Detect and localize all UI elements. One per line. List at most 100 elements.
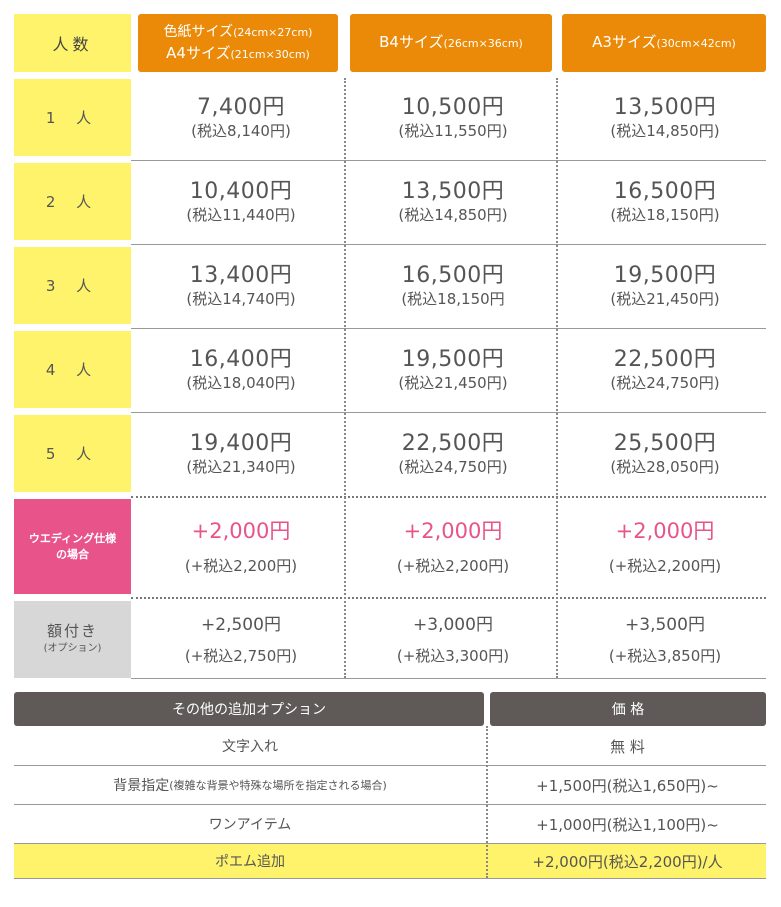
header-size1-line2: A4サイズ xyxy=(166,43,231,62)
price-cell: 16,500円 (税込18,150円 xyxy=(347,247,559,324)
option-name-text: ポエム追加 xyxy=(215,854,285,870)
row-label-4-text: 4 人 xyxy=(45,361,100,379)
price-value: 13,400円 xyxy=(189,262,293,288)
price-value: 16,500円 xyxy=(401,262,505,288)
frame-price-cell: +3,000円 (+税込3,300円) xyxy=(347,601,559,678)
price-value: 13,500円 xyxy=(401,178,505,204)
price-value: 22,500円 xyxy=(401,430,505,456)
option-price: +1,500円(税込1,650円)~ xyxy=(489,766,766,804)
row-label-4: 4 人 xyxy=(14,331,131,408)
price-value: 19,500円 xyxy=(401,346,505,372)
price-cell: 13,400円 (税込14,740円) xyxy=(135,247,347,324)
wedding-tax: (+税込2,200円) xyxy=(396,556,510,575)
row-label-frame: 額付き (オプション) xyxy=(14,601,131,678)
option-price-text: 無 料 xyxy=(610,737,645,756)
wedding-tax: (+税込2,200円) xyxy=(184,556,298,575)
frame-price: +3,000円 xyxy=(413,614,493,635)
row-label-2: 2 人 xyxy=(14,163,131,240)
price-cell: 7,400円 (税込8,140円) xyxy=(135,79,347,156)
options-column-divider xyxy=(486,726,488,878)
header-size-shikishi-a4: 色紙サイズ(24cm×27cm) A4サイズ(21cm×30cm) xyxy=(138,14,338,72)
header-people-label: 人数 xyxy=(52,35,93,54)
options-header-name: その他の追加オプション xyxy=(14,692,484,726)
price-value: 19,400円 xyxy=(189,430,293,456)
header-size2-dim: (26cm×36cm) xyxy=(443,37,523,50)
wedding-price: +2,000円 xyxy=(403,518,503,543)
table-bottom-border xyxy=(131,678,766,679)
row-divider xyxy=(131,412,766,413)
row-label-wedding: ウエディング仕様 の場合 xyxy=(14,499,131,594)
option-price-text: +1,500円(税込1,650円)~ xyxy=(536,776,719,795)
option-price: 無 料 xyxy=(489,727,766,765)
price-tax: (税込14,850円) xyxy=(610,121,720,140)
price-value: 22,500円 xyxy=(613,346,717,372)
column-divider xyxy=(344,78,346,678)
price-cell: 13,500円 (税込14,850円) xyxy=(347,163,559,240)
option-price-text: +1,000円(税込1,100円)~ xyxy=(536,815,719,834)
price-tax: (税込8,140円) xyxy=(191,121,291,140)
price-cell: 16,400円 (税込18,040円) xyxy=(135,331,347,408)
frame-tax: (+税込3,850円) xyxy=(608,646,722,665)
price-value: 10,500円 xyxy=(401,94,505,120)
row-label-frame-note: (オプション) xyxy=(43,642,102,654)
price-tax: (税込14,850円) xyxy=(398,205,508,224)
header-people: 人数 xyxy=(14,14,131,72)
wedding-price-cell: +2,000円 (+税込2,200円) xyxy=(347,499,559,594)
column-divider xyxy=(556,78,558,678)
header-size1-line2-dim: (21cm×30cm) xyxy=(230,47,310,61)
price-cell: 10,400円 (税込11,440円) xyxy=(135,163,347,240)
frame-tax: (+税込3,300円) xyxy=(396,646,510,665)
row-divider-dotted xyxy=(131,597,766,599)
row-label-wedding-line2: の場合 xyxy=(56,547,89,561)
row-divider xyxy=(131,328,766,329)
price-tax: (税込14,740円) xyxy=(186,289,296,308)
option-price: +2,000円(税込2,200円)/人 xyxy=(489,844,766,878)
option-row: 文字入れ 無 料 xyxy=(14,727,766,765)
row-label-wedding-line1: ウエディング仕様 xyxy=(28,531,117,545)
wedding-price: +2,000円 xyxy=(615,518,715,543)
price-cell: 22,500円 (税込24,750円) xyxy=(559,331,771,408)
options-bottom-border xyxy=(14,878,766,879)
price-value: 10,400円 xyxy=(189,178,293,204)
row-label-3-text: 3 人 xyxy=(45,277,100,295)
options-header-price-text: 価 格 xyxy=(611,702,645,718)
option-row-highlight: ポエム追加 +2,000円(税込2,200円)/人 xyxy=(14,844,766,878)
price-tax: (税込11,440円) xyxy=(186,205,296,224)
price-cell: 10,500円 (税込11,550円) xyxy=(347,79,559,156)
price-tax: (税込21,340円) xyxy=(186,457,296,476)
row-divider xyxy=(131,244,766,245)
price-value: 25,500円 xyxy=(613,430,717,456)
row-label-frame-text: 額付き xyxy=(46,621,98,640)
option-row: 背景指定 (複雑な背景や特殊な場所を指定される場合) +1,500円(税込1,65… xyxy=(14,766,766,804)
header-size1-line1-dim: (24cm×27cm) xyxy=(233,25,313,39)
row-label-3: 3 人 xyxy=(14,247,131,324)
option-divider xyxy=(14,804,766,805)
header-size-b4: B4サイズ(26cm×36cm) xyxy=(350,14,552,72)
header-size3-label: A3サイズ xyxy=(592,33,657,51)
wedding-tax: (+税込2,200円) xyxy=(608,556,722,575)
frame-price-cell: +2,500円 (+税込2,750円) xyxy=(135,601,347,678)
price-cell: 19,400円 (税込21,340円) xyxy=(135,415,347,492)
frame-price: +2,500円 xyxy=(201,614,281,635)
options-header-price: 価 格 xyxy=(490,692,766,726)
wedding-price-cell: +2,000円 (+税込2,200円) xyxy=(135,499,347,594)
price-tax: (税込21,450円) xyxy=(398,373,508,392)
price-tax: (税込18,040円) xyxy=(186,373,296,392)
row-divider xyxy=(131,160,766,161)
price-cell: 19,500円 (税込21,450円) xyxy=(559,247,771,324)
option-price: +1,000円(税込1,100円)~ xyxy=(489,805,766,843)
row-label-5: 5 人 xyxy=(14,415,131,492)
price-value: 13,500円 xyxy=(613,94,717,120)
option-divider xyxy=(14,843,766,844)
header-size1-line1: 色紙サイズ xyxy=(163,23,234,40)
row-label-1: 1 人 xyxy=(14,79,131,156)
wedding-price-cell: +2,000円 (+税込2,200円) xyxy=(559,499,771,594)
price-tax: (税込11,550円) xyxy=(398,121,508,140)
option-note: (複雑な背景や特殊な場所を指定される場合) xyxy=(169,779,387,792)
price-tax: (税込24,750円) xyxy=(398,457,508,476)
header-size-a3: A3サイズ(30cm×42cm) xyxy=(562,14,766,72)
option-price-text: +2,000円(税込2,200円)/人 xyxy=(532,852,723,871)
header-size3-dim: (30cm×42cm) xyxy=(656,37,736,50)
frame-tax: (+税込2,750円) xyxy=(184,646,298,665)
price-tax: (税込18,150円 xyxy=(401,289,505,308)
